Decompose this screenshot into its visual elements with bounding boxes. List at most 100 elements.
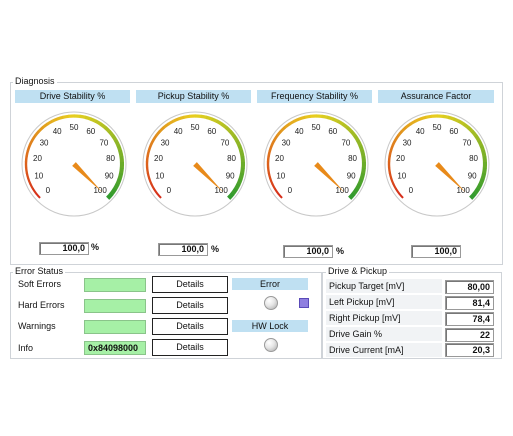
gauge-scale-segment	[235, 139, 242, 147]
hw-lock-label: HW Lock	[232, 320, 308, 332]
gauge-tick-label: 30	[403, 138, 412, 147]
gauge-scale-segment	[233, 183, 241, 191]
gauge-header-assurance-factor: Assurance Factor	[378, 90, 494, 103]
info-details-button[interactable]: Details	[152, 339, 228, 356]
info-label: Info	[18, 343, 34, 353]
gauge-scale-segment	[237, 144, 244, 152]
gauge-scale-segment	[115, 178, 122, 186]
gauge-tick-label: 90	[226, 171, 235, 180]
soft-errors-details-button[interactable]: Details	[152, 276, 228, 293]
gauge-tick-label: 40	[174, 127, 183, 136]
gauge-scale-segment	[475, 183, 483, 191]
gauge-scale-segment	[114, 139, 121, 147]
info-indicator: 0x84098000	[84, 341, 146, 355]
hard-errors-details-button[interactable]: Details	[152, 297, 228, 314]
gauge-drive-stability: 010 20 30 40 50 60 70 80 90 100	[21, 111, 127, 217]
gauge-tick-label: 100	[456, 186, 470, 195]
gauge-scale-segment	[482, 156, 487, 163]
gauge-frequency-stability: 010 20 30 40 50 60 70 80 90 100	[263, 111, 369, 217]
gauge-scale-segment	[200, 114, 208, 120]
gauge-tick-label: 50	[433, 123, 442, 132]
gauge-tick-label: 20	[275, 154, 284, 163]
gauge-scale-segment	[356, 139, 363, 147]
error-edit-icon[interactable]	[299, 298, 309, 308]
gauge-scale-segment	[56, 115, 64, 121]
pickup-target-value: 80,00	[445, 280, 494, 294]
hard-errors-label: Hard Errors	[18, 300, 65, 310]
gauge-scale-segment	[25, 172, 30, 180]
gauge-scale-segment	[183, 114, 190, 119]
gauge-scale-segment	[119, 156, 124, 163]
gauge-needle	[72, 162, 103, 193]
gauge-tick-label: 80	[348, 154, 357, 163]
gauge-scale-segment	[230, 187, 238, 196]
gauge-needle	[314, 162, 345, 193]
gauge-needle	[193, 162, 224, 193]
drive-stability-unit: %	[91, 242, 100, 252]
gauge-tick-label: 30	[40, 138, 49, 147]
gauge-tick-label: 0	[288, 186, 293, 195]
gauge-tick-label: 10	[34, 171, 43, 180]
gauge-scale-segment	[205, 115, 213, 121]
gauge-header-pickup-stability: Pickup Stability %	[136, 90, 251, 103]
gauge-scale-segment	[326, 115, 334, 121]
diagnosis-title: Diagnosis	[13, 76, 57, 86]
gauge-pickup-stability: 010 20 30 40 50 60 70 80 90 100	[142, 111, 248, 217]
gauge-scale-segment	[388, 172, 393, 180]
error-led	[264, 296, 278, 310]
soft-errors-indicator	[84, 278, 146, 292]
pickup-stability-readout: 100,0	[158, 243, 208, 256]
drive-pickup-frame	[322, 272, 502, 359]
gauge-tick-label: 0	[46, 186, 51, 195]
gauge-scale-segment	[118, 167, 124, 175]
gauge-scale-segment	[480, 172, 487, 180]
gauge-tick-label: 40	[295, 127, 304, 136]
gauge-scale-segment	[425, 114, 432, 119]
drive-current-value: 20,3	[445, 343, 494, 357]
gauge-scale-segment	[266, 155, 270, 163]
error-status-frame	[10, 272, 322, 359]
drive-pickup-title: Drive & Pickup	[326, 266, 390, 276]
drive-stability-readout: 100,0	[39, 242, 89, 255]
gauge-scale-segment	[112, 183, 120, 191]
gauge-scale-segment	[145, 167, 150, 174]
assurance-factor-readout: 100,0	[411, 245, 461, 258]
gauge-scale-segment	[239, 150, 245, 158]
gauge-tick-label: 20	[154, 154, 163, 163]
gauge-scale-segment	[358, 144, 365, 152]
gauge-tick-label: 10	[397, 171, 406, 180]
gauge-scale-segment	[177, 115, 185, 121]
gauge-scale-segment	[348, 192, 356, 200]
gauge-scale-segment	[79, 114, 87, 120]
gauge-scale-segment	[146, 172, 151, 180]
gauge-scale-segment	[472, 187, 480, 196]
left-pickup-value: 81,4	[445, 296, 494, 310]
gauge-tick-label: 30	[282, 138, 291, 147]
gauge-scale-segment	[481, 167, 487, 175]
gauge-scale-segment	[266, 167, 271, 174]
gauge-scale-segment	[388, 150, 393, 157]
gauge-tick-label: 40	[53, 127, 62, 136]
gauge-tick-label: 100	[93, 186, 107, 195]
gauge-assurance-factor: 010 20 30 40 50 60 70 80 90 100	[384, 111, 490, 217]
gauge-scale-segment	[24, 155, 28, 163]
gauge-scale-segment	[387, 167, 392, 174]
gauge-scale-segment	[304, 114, 311, 119]
gauge-tick-label: 50	[312, 123, 321, 132]
error-status-title: Error Status	[13, 266, 66, 276]
gauge-scale-segment	[477, 139, 484, 147]
drive-gain-label: Drive Gain %	[326, 327, 442, 341]
gauge-scale-segment	[240, 156, 245, 163]
gauge-scale-segment	[84, 115, 92, 121]
gauge-scale-segment	[267, 172, 272, 180]
gauge-tick-label: 80	[106, 154, 115, 163]
gauge-scale-segment	[351, 187, 359, 196]
gauge-tick-label: 10	[155, 171, 164, 180]
hw-lock-led	[264, 338, 278, 352]
gauge-scale-segment	[479, 144, 486, 152]
warnings-details-button[interactable]: Details	[152, 318, 228, 335]
gauge-scale-segment	[146, 150, 151, 157]
gauge-tick-label: 30	[161, 138, 170, 147]
gauge-scale-segment	[236, 178, 243, 186]
pickup-target-label: Pickup Target [mV]	[326, 279, 442, 293]
